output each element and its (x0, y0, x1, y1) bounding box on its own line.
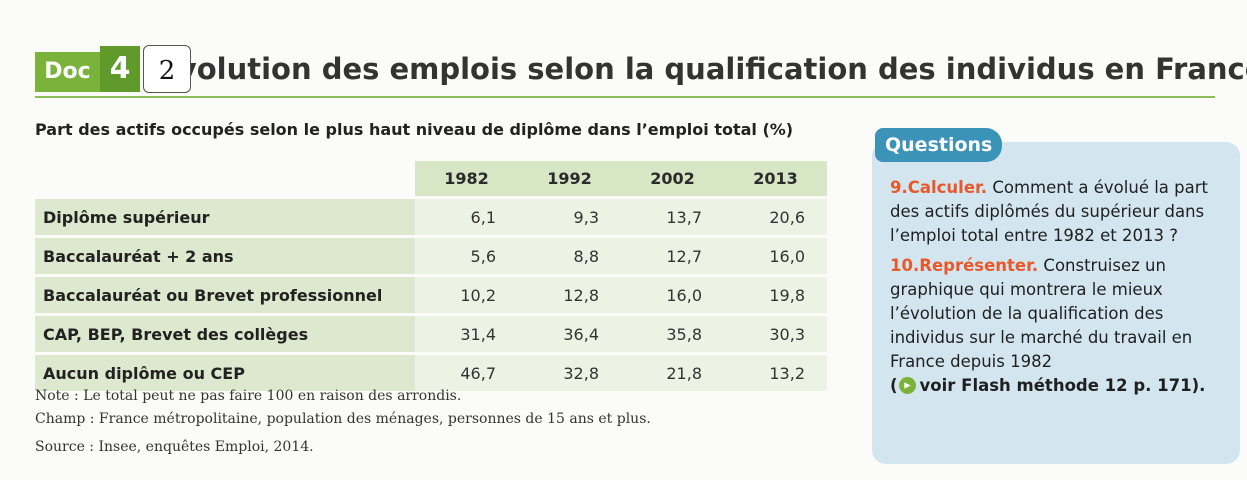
note: Source : Insee, enquêtes Emploi, 2014. (35, 439, 314, 455)
cell: 32,8 (518, 355, 621, 391)
cell: 16,0 (621, 277, 724, 313)
header-rule (35, 96, 1215, 98)
corner-cell (35, 161, 415, 196)
column-header: 2013 (724, 161, 827, 196)
table-caption: Part des actifs occupés selon le plus ha… (35, 120, 794, 139)
column-header: 1982 (415, 161, 518, 196)
doc-badge: Doc (35, 52, 100, 92)
cell: 10,2 (415, 277, 518, 313)
row-label: Diplôme supérieur (35, 199, 415, 235)
cell: 30,3 (724, 316, 827, 352)
cell: 8,8 (518, 238, 621, 274)
questions-box (872, 142, 1240, 464)
cell: 5,6 (415, 238, 518, 274)
table-row: Aucun diplôme ou CEP 46,7 32,8 21,8 13,2 (35, 355, 827, 391)
cell: 21,8 (621, 355, 724, 391)
cell: 6,1 (415, 199, 518, 235)
cell: 13,7 (621, 199, 724, 235)
data-table: 1982 1992 2002 2013 Diplôme supérieur 6,1 9,3 1… (35, 158, 827, 394)
note: Note : Le total peut ne pas faire 100 en… (35, 388, 462, 404)
column-header: 1992 (518, 161, 621, 196)
questions-list: 9.Calculer. Comment a évolué la part des… (890, 176, 1230, 404)
cell: 12,8 (518, 277, 621, 313)
question: 9.Calculer. Comment a évolué la part des… (890, 176, 1230, 248)
question-number: 10. (890, 256, 920, 275)
note: Champ : France métropolitaine, populatio… (35, 411, 651, 427)
question-verb: Représenter. (919, 256, 1039, 275)
cell: 9,3 (518, 199, 621, 235)
cell: 16,0 (724, 238, 827, 274)
header-row: 1982 1992 2002 2013 (35, 161, 827, 196)
cell: 13,2 (724, 355, 827, 391)
cell: 20,6 (724, 199, 827, 235)
questions-title: Questions (875, 128, 1003, 162)
row-label: CAP, BEP, Brevet des collèges (35, 316, 415, 352)
row-label: Aucun diplôme ou CEP (35, 355, 415, 391)
table-row: CAP, BEP, Brevet des collèges 31,4 36,4 35,… (35, 316, 827, 352)
question: 10.Représenter. Construisez un graphique… (890, 254, 1230, 398)
question-text: Construisez un graphique qui montrera le… (890, 256, 1193, 371)
doc-title: Évolution des emplois selon la qualifica… (158, 52, 1247, 86)
doc-number: 4 (100, 46, 140, 92)
question-number: 9. (890, 178, 908, 197)
row-label: Baccalauréat + 2 ans (35, 238, 415, 274)
question-text: Comment a évolué la part des actifs dipl… (890, 178, 1208, 245)
cell: 12,7 (621, 238, 724, 274)
marker-box: 2 (143, 45, 191, 93)
column-header: 2002 (621, 161, 724, 196)
cell: 31,4 (415, 316, 518, 352)
link-open: ( (890, 376, 898, 395)
method-link: voir Flash méthode 12 p. 171). (919, 376, 1206, 395)
arrow-icon (898, 377, 916, 394)
cell: 36,4 (518, 316, 621, 352)
cell: 19,8 (724, 277, 827, 313)
cell: 46,7 (415, 355, 518, 391)
question-verb: Calculer. (907, 178, 988, 197)
table-row: Diplôme supérieur 6,1 9,3 13,7 20,6 (35, 199, 827, 235)
table-row: Baccalauréat + 2 ans 5,6 8,8 12,7 16,0 (35, 238, 827, 274)
cell: 35,8 (621, 316, 724, 352)
row-label: Baccalauréat ou Brevet professionnel (35, 277, 415, 313)
table-row: Baccalauréat ou Brevet professionnel 10,2… (35, 277, 827, 313)
